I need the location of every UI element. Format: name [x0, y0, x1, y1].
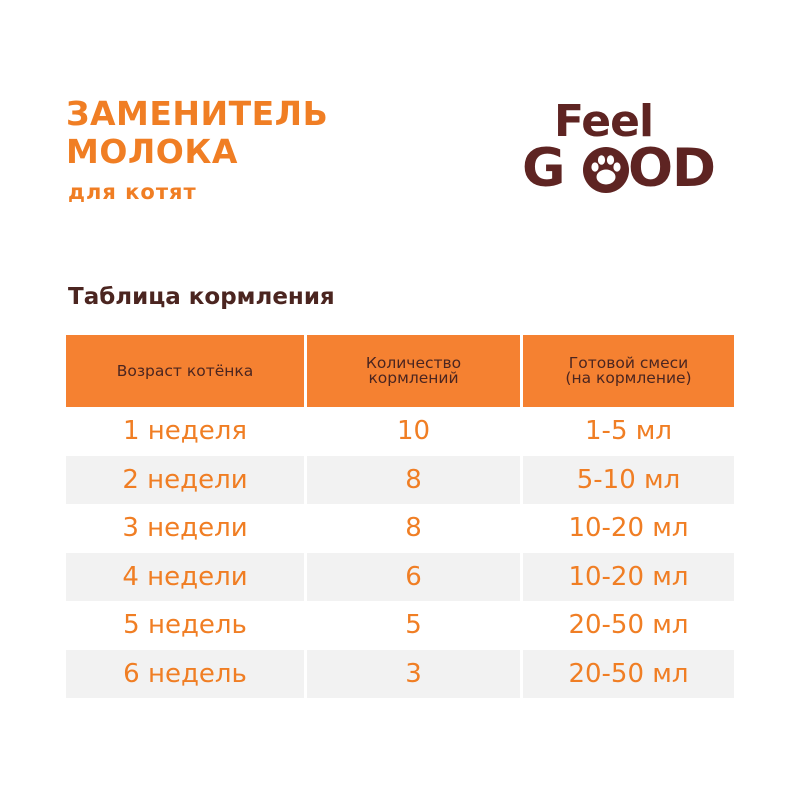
logo-word-good-start: G	[522, 138, 566, 199]
header-mix-line2: (на кормление)	[565, 369, 692, 387]
cell-amount: 1-5 мл	[585, 416, 672, 447]
cell-feedings: 3	[307, 649, 520, 698]
brand-logo: Feel G OD	[522, 96, 742, 199]
cell-feedings: 5	[405, 610, 422, 641]
cell-amount: 20-50 мл	[523, 649, 734, 698]
product-title-line1: ЗАМЕНИТЕЛЬ	[66, 94, 329, 133]
cell-age: 4 недели	[66, 552, 304, 601]
cell-feedings: 8	[307, 455, 520, 504]
header-mix-amount: Готовой смеси (на кормление)	[523, 335, 734, 407]
table-header-row: Возраст котёнка Количество кормлений Гот…	[66, 335, 734, 407]
table-row: 6 недель 3 20-50 мл	[66, 649, 734, 698]
header-mix-line1: Готовой смеси	[568, 354, 689, 372]
logo-word-feel: Feel	[554, 96, 654, 147]
table-row: 5 недель 5 20-50 мл	[66, 601, 734, 650]
cell-age: 6 недель	[66, 649, 304, 698]
table-row: 4 недели 6 10-20 мл	[66, 552, 734, 601]
product-title-line2: МОЛОКА	[66, 132, 238, 171]
table-row: 3 недели 8 10-20 мл	[66, 504, 734, 553]
product-title: ЗАМЕНИТЕЛЬ МОЛОКА	[66, 95, 328, 171]
header-feedings-line2: кормлений	[368, 369, 459, 387]
table-row: 2 недели 8 5-10 мл	[66, 455, 734, 504]
header-age: Возраст котёнка	[66, 335, 304, 407]
feeding-table: Возраст котёнка Количество кормлений Гот…	[66, 335, 734, 698]
cell-age: 1 неделя	[122, 416, 248, 447]
header-feedings: Количество кормлений	[307, 335, 520, 407]
cell-amount: 10-20 мл	[568, 513, 689, 544]
cell-amount: 5-10 мл	[523, 455, 734, 504]
table-row: 1 неделя 10 1-5 мл	[66, 407, 734, 456]
cell-age: 5 недель	[123, 610, 247, 641]
cell-age: 3 недели	[122, 513, 248, 544]
header-age-line1: Возраст котёнка	[116, 361, 254, 380]
cell-feedings: 6	[307, 552, 520, 601]
cell-age: 2 недели	[66, 455, 304, 504]
logo-word-good-end: OD	[628, 138, 716, 199]
cell-feedings: 10	[396, 416, 431, 447]
header-feedings-line1: Количество	[365, 354, 462, 372]
cell-feedings: 8	[405, 513, 422, 544]
cell-amount: 10-20 мл	[523, 552, 734, 601]
product-subtitle: для котят	[68, 180, 197, 204]
paw-icon	[583, 147, 629, 193]
cell-amount: 20-50 мл	[568, 610, 689, 641]
feeding-table-title: Таблица кормления	[68, 284, 335, 310]
